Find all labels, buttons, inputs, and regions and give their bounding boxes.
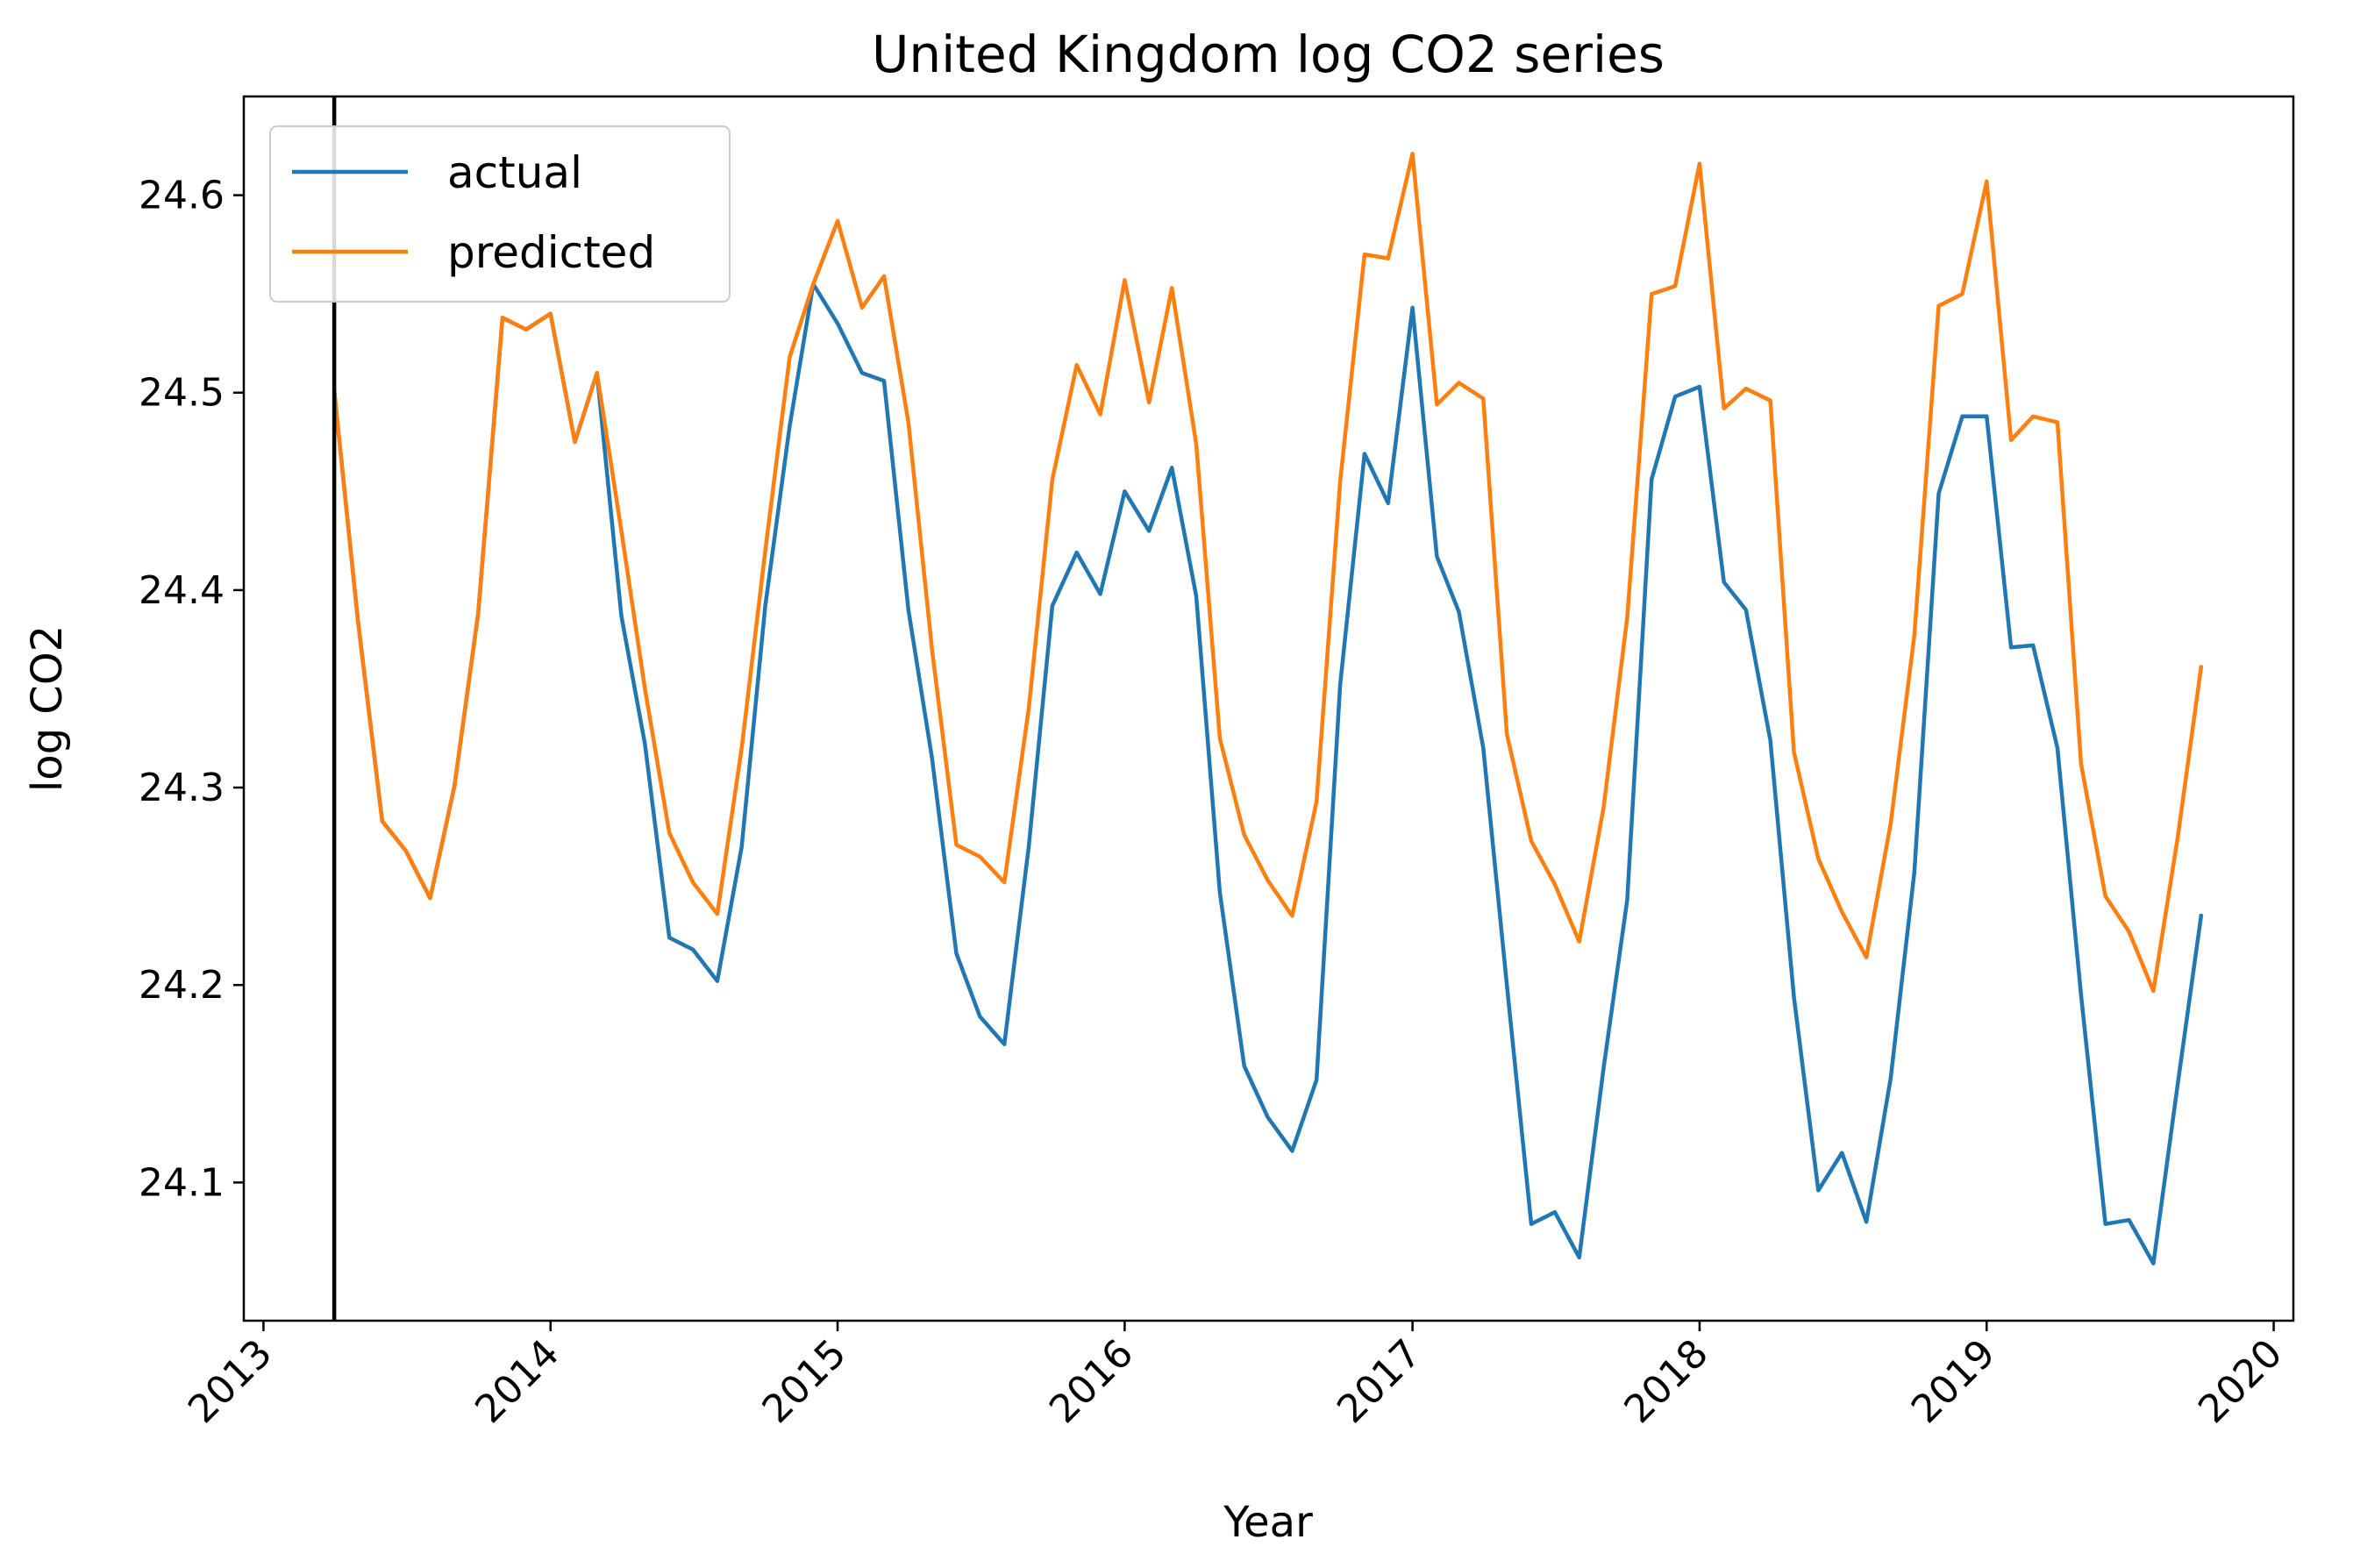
series-line-predicted [332, 152, 2204, 994]
y-tick-label: 24.1 [139, 1160, 225, 1205]
y-tick-label: 24.2 [139, 963, 225, 1008]
chart-title: United Kingdom log CO2 series [872, 25, 1665, 84]
y-tick-label: 24.5 [139, 371, 225, 416]
legend: actual predicted [269, 125, 731, 303]
y-tick-label: 24.4 [139, 568, 225, 613]
x-axis-label: Year [1223, 1498, 1313, 1547]
plot-frame [242, 95, 2295, 1322]
series-line-actual [332, 282, 2204, 1265]
legend-label-actual: actual [447, 147, 582, 198]
y-tick-label: 24.6 [139, 174, 225, 218]
y-tick-label: 24.3 [139, 766, 225, 810]
y-axis-label: log CO2 [23, 625, 72, 792]
legend-label-predicted: predicted [447, 227, 655, 278]
